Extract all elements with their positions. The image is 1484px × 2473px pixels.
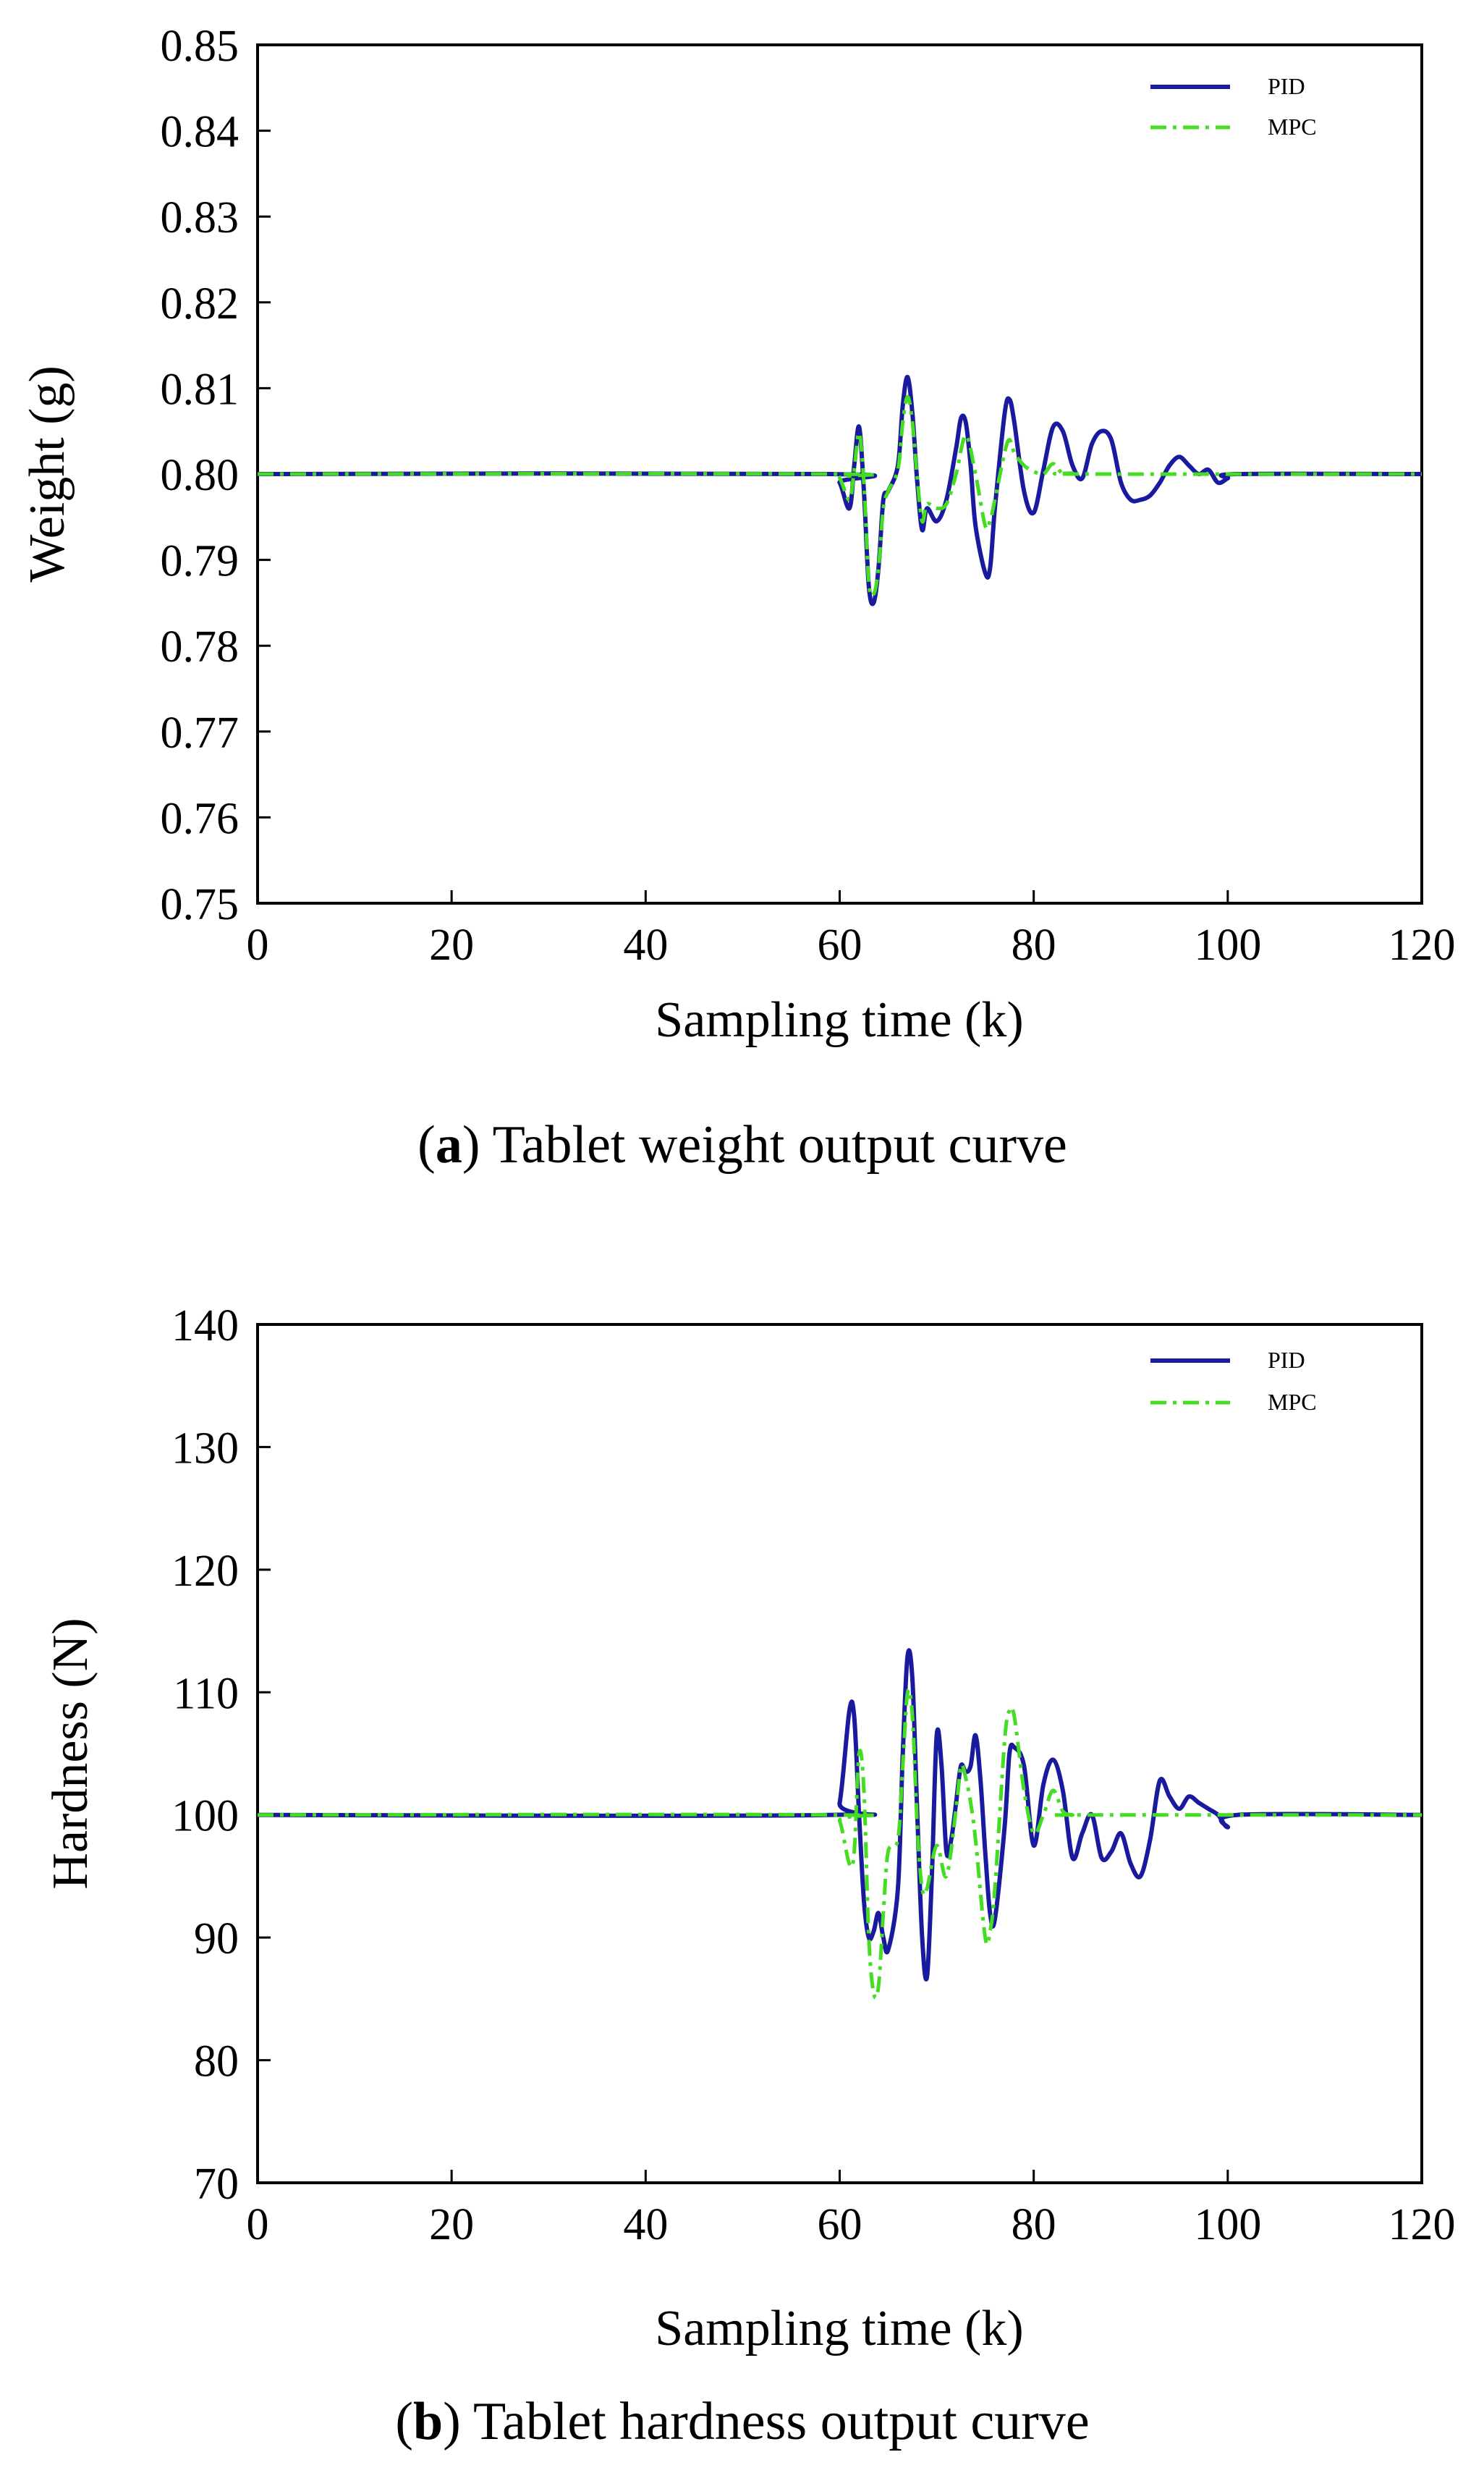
hardness-caption-letter: b	[413, 2392, 443, 2451]
weight-x-tick-label: 80	[1012, 921, 1056, 970]
hardness-y-tick-label: 130	[171, 1424, 239, 1473]
hardness-y-tick-label: 90	[194, 1914, 239, 1963]
hardness-chart: 0 20 40 60 80 100 120 70 80 90 100 110 120 130 140 Sam…	[43, 1301, 1456, 2451]
weight-x-tick-label: 20	[429, 921, 474, 970]
weight-x-tick-label: 60	[818, 921, 862, 970]
hardness-y-tick-label: 80	[194, 2037, 239, 2087]
hardness-x-tick-label: 60	[818, 2200, 862, 2249]
weight-y-tick-label: 0.83	[161, 193, 239, 242]
hardness-plot-frame	[256, 1323, 1423, 2184]
hardness-x-tick-label: 120	[1388, 2200, 1456, 2249]
weight-legend: PID MPC	[1150, 73, 1317, 140]
weight-series-pid-line	[257, 374, 1422, 606]
hardness-legend-mpc-label: MPC	[1268, 1389, 1317, 1415]
hardness-series-pid-line	[257, 1648, 1422, 1982]
weight-caption-text: Tablet weight output curve	[480, 1115, 1067, 1175]
weight-x-tick-label: 0	[247, 921, 269, 970]
hardness-x-tick-label: 0	[247, 2200, 269, 2249]
hardness-series-mpc-line	[257, 1687, 1422, 2000]
hardness-y-tick-label: 100	[171, 1792, 239, 1841]
weight-y-tick-label: 0.82	[161, 279, 239, 329]
weight-chart-caption: (a) Tablet weight output curve	[417, 1115, 1067, 1175]
weight-x-tick-label: 100	[1194, 921, 1261, 970]
weight-y-tick-label: 0.85	[161, 22, 239, 71]
weight-tick-labels: 0 20 40 60 80 100 120 0.75 0.76 0.77 0.78 0.79 0.80 0…	[161, 22, 1456, 970]
weight-x-tick-label: 120	[1388, 921, 1456, 970]
hardness-legend-pid-label: PID	[1268, 1347, 1305, 1373]
weight-y-tick-label: 0.76	[161, 794, 239, 843]
hardness-tick-labels: 0 20 40 60 80 100 120 70 80 90 100 110 120 130 140	[171, 1301, 1456, 2249]
weight-series	[257, 374, 1422, 606]
weight-chart: 0 20 40 60 80 100 120 0.75 0.76 0.77 0.78 0.79 0.80 0…	[20, 22, 1456, 1175]
hardness-x-tick-label: 20	[429, 2200, 474, 2249]
weight-series-mpc-line	[257, 394, 1422, 598]
weight-y-axis-label: Weight (g)	[20, 365, 75, 583]
hardness-y-tick-label: 110	[173, 1669, 239, 1718]
hardness-x-tick-label: 40	[623, 2200, 668, 2249]
hardness-y-tick-label: 120	[171, 1547, 239, 1596]
hardness-axis-ticks	[256, 1323, 1423, 2184]
hardness-y-tick-label: 70	[194, 2160, 239, 2209]
weight-y-tick-label: 0.75	[161, 880, 239, 929]
hardness-x-tick-label: 80	[1012, 2200, 1056, 2249]
weight-y-tick-label: 0.84	[161, 108, 239, 157]
weight-y-tick-label: 0.78	[161, 622, 239, 672]
weight-y-tick-label: 0.79	[161, 537, 239, 586]
hardness-chart-caption: (b) Tablet hardness output curve	[395, 2392, 1089, 2451]
hardness-series	[257, 1648, 1422, 2000]
weight-x-axis-label: Sampling time (k)	[655, 992, 1023, 1048]
weight-y-tick-label: 0.80	[161, 451, 239, 500]
hardness-legend: PID MPC	[1150, 1347, 1317, 1415]
hardness-x-tick-label: 100	[1194, 2200, 1261, 2249]
weight-caption-letter: a	[436, 1115, 462, 1175]
weight-legend-mpc-label: MPC	[1268, 114, 1317, 140]
hardness-caption-text: Tablet hardness output curve	[461, 2392, 1090, 2451]
weight-y-tick-label: 0.81	[161, 365, 239, 414]
hardness-x-axis-label: Sampling time (k)	[655, 2301, 1023, 2356]
weight-x-tick-label: 40	[623, 921, 668, 970]
hardness-y-axis-label: Hardness (N)	[43, 1618, 98, 1889]
weight-legend-pid-label: PID	[1268, 73, 1305, 99]
weight-y-tick-label: 0.77	[161, 709, 239, 758]
hardness-y-tick-label: 140	[171, 1301, 239, 1350]
